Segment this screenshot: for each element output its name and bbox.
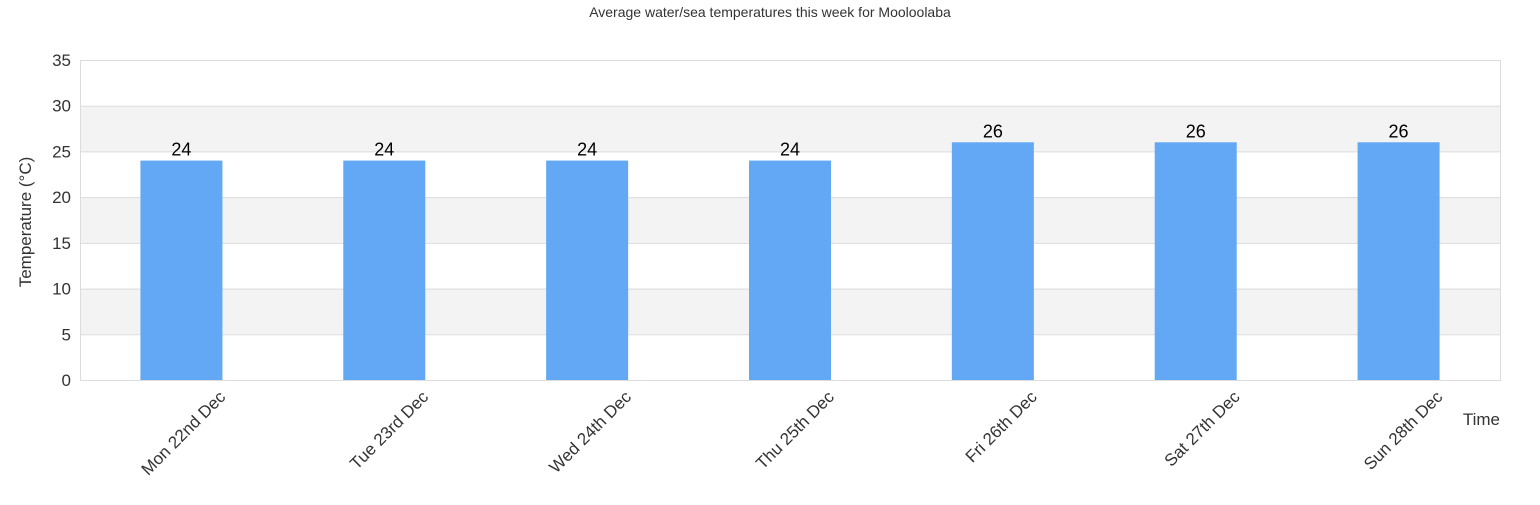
y-tick-label: 5 xyxy=(62,325,71,344)
x-tick-label: Tue 23rd Dec xyxy=(346,387,432,473)
y-tick-label: 15 xyxy=(52,234,71,253)
x-tick-label: Sun 28th Dec xyxy=(1360,387,1447,474)
y-tick-label: 0 xyxy=(62,371,71,390)
y-tick-label: 35 xyxy=(52,51,71,70)
data-label: 24 xyxy=(171,140,191,160)
x-tick-label: Wed 24th Dec xyxy=(546,387,636,477)
bar xyxy=(1357,142,1440,380)
grid-band xyxy=(80,105,1500,152)
x-tick-label: Sat 27th Dec xyxy=(1161,387,1244,470)
data-label: 26 xyxy=(983,121,1003,141)
bar xyxy=(1154,142,1237,380)
x-tick-label: Thu 25th Dec xyxy=(752,387,838,473)
y-axis-label: Temperature (°C) xyxy=(16,157,35,288)
chart-title: Average water/sea temperatures this week… xyxy=(589,4,951,20)
plot-border xyxy=(80,60,1501,381)
y-tick-label: 30 xyxy=(52,97,71,116)
data-label: 26 xyxy=(1186,121,1206,141)
data-label: 24 xyxy=(780,140,800,160)
data-label: 26 xyxy=(1389,121,1409,141)
bar xyxy=(749,160,831,380)
y-tick-label: 10 xyxy=(52,280,71,299)
bar xyxy=(343,160,426,380)
x-tick-label: Mon 22nd Dec xyxy=(138,387,230,479)
bar xyxy=(546,160,629,380)
x-axis-label: Time xyxy=(1463,410,1500,429)
data-label: 24 xyxy=(374,140,394,160)
bar xyxy=(140,160,223,380)
y-tick-label: 25 xyxy=(52,142,71,161)
y-tick-label: 20 xyxy=(52,188,71,207)
data-label: 24 xyxy=(577,140,597,160)
bar xyxy=(951,142,1034,380)
x-tick-label: Fri 26th Dec xyxy=(962,387,1041,466)
